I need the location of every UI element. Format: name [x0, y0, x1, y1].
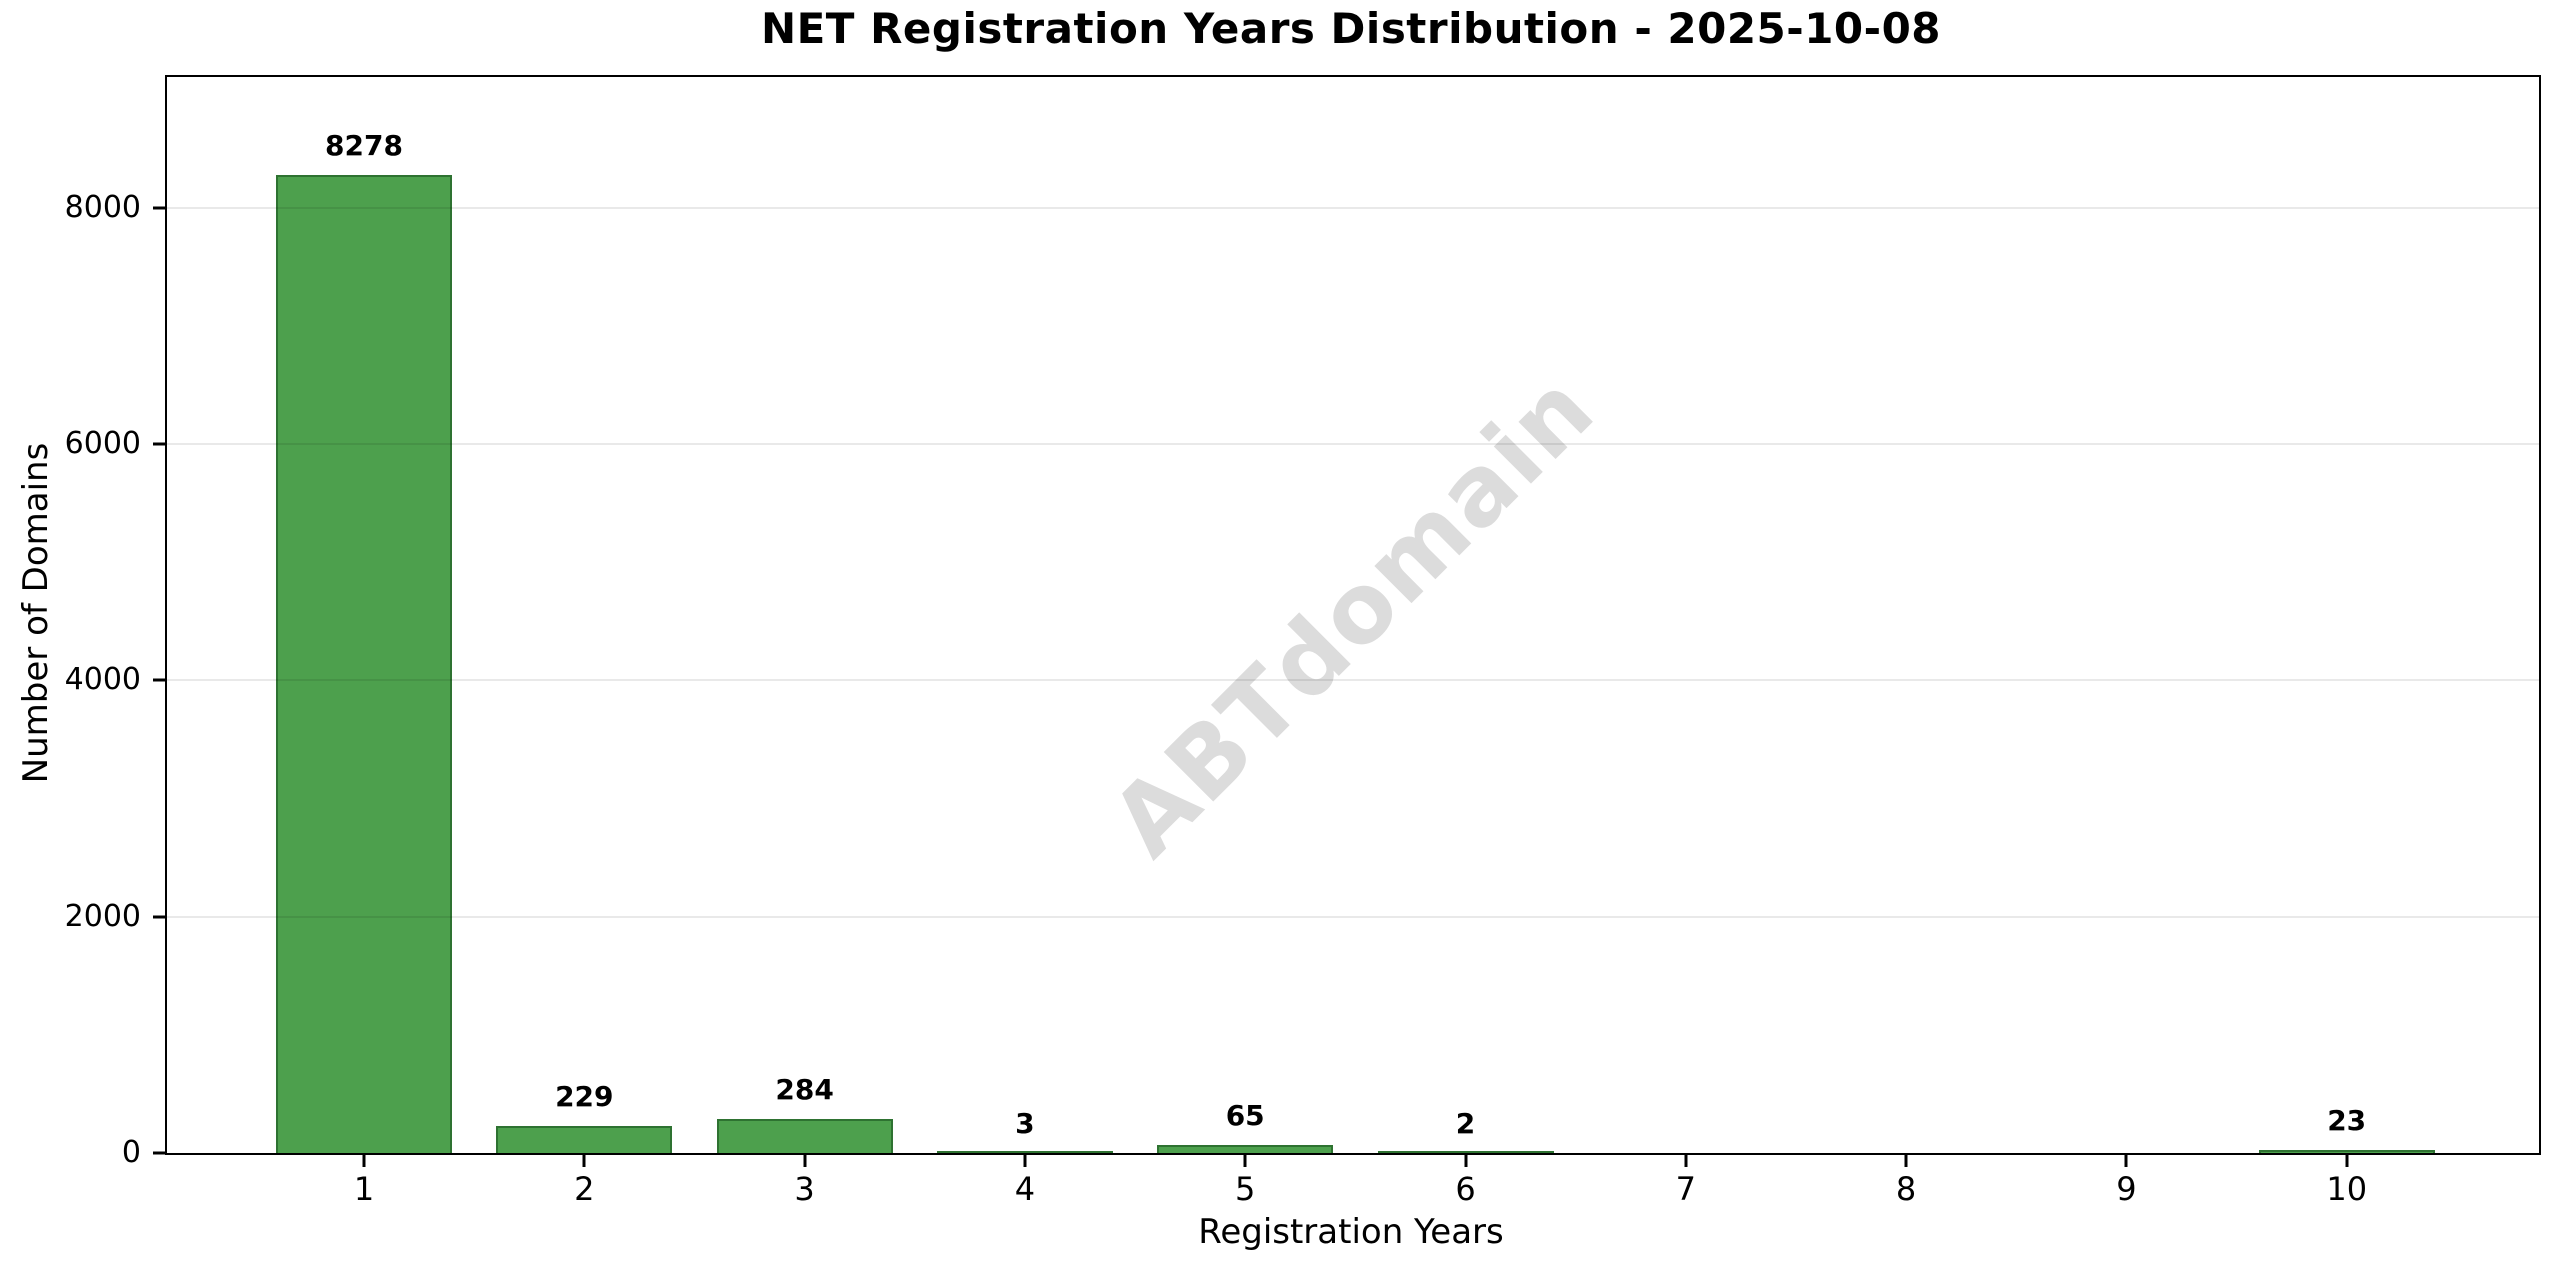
x-tick-label: 1 [353, 1170, 375, 1208]
x-tick-label: 10 [2326, 1170, 2368, 1208]
y-axis-tick [153, 442, 167, 446]
x-tick-label: 5 [1235, 1170, 1256, 1208]
x-axis-tick [1243, 1153, 1247, 1167]
x-axis-tick [1684, 1153, 1688, 1167]
y-tick-label: 0 [121, 1135, 141, 1170]
y-tick-label: 6000 [64, 426, 141, 462]
y-tick-label: 2000 [64, 898, 141, 934]
x-axis-tick [1464, 1153, 1467, 1167]
bar-year-1 [276, 174, 452, 1153]
bar-value-label: 8278 [325, 128, 403, 162]
x-axis-tick [2345, 1153, 2349, 1167]
gridline-6000 [167, 443, 2539, 446]
x-axis-tick [803, 1153, 807, 1167]
x-tick-label: 8 [1895, 1170, 1917, 1208]
bar-value-label: 2 [1455, 1106, 1476, 1140]
y-tick-label: 4000 [64, 662, 141, 698]
x-axis-tick [2124, 1153, 2128, 1167]
bar-value-label: 3 [1015, 1106, 1035, 1140]
y-axis-tick [153, 915, 167, 919]
x-tick-label: 6 [1455, 1170, 1476, 1208]
y-axis-label: Number of Domains [16, 442, 56, 784]
x-tick-label: 3 [794, 1170, 815, 1208]
x-tick-label: 4 [1014, 1170, 1036, 1208]
bar-year-2 [496, 1125, 673, 1153]
y-tick-label: 8000 [64, 189, 141, 225]
y-axis-tick [153, 678, 167, 682]
x-tick-label: 7 [1675, 1170, 1696, 1208]
x-tick-label: 2 [574, 1170, 595, 1208]
bar-value-label: 284 [775, 1073, 834, 1107]
bar-value-label: 229 [555, 1079, 614, 1113]
x-axis-tick [1904, 1153, 1908, 1167]
x-axis-label: Registration Years [1198, 1212, 1504, 1252]
x-axis-tick [1023, 1153, 1027, 1167]
bar-year-6 [1377, 1151, 1554, 1153]
x-tick-label: 9 [2116, 1170, 2137, 1208]
gridline-4000 [167, 679, 2539, 682]
bar-year-3 [716, 1119, 893, 1153]
bar-year-5 [1157, 1145, 1334, 1153]
y-axis-tick [153, 206, 167, 210]
bar-value-label: 23 [2327, 1104, 2367, 1138]
bar-year-10 [2258, 1150, 2435, 1153]
watermark-text: ABTdomain [1090, 352, 1616, 878]
gridline-2000 [167, 915, 2539, 918]
chart-title: NET Registration Years Distribution - 20… [760, 4, 1942, 53]
y-axis-tick [153, 1151, 167, 1155]
gridline-8000 [167, 206, 2539, 209]
bar-year-4 [936, 1151, 1113, 1153]
plot-area: ABTdomain 0 2000 4000 6000 8000 8278 1 229 2 284 3… [65, 75, 2541, 1205]
x-axis-tick [582, 1153, 586, 1167]
bar-value-label: 65 [1225, 1099, 1265, 1133]
x-axis-tick [362, 1153, 366, 1167]
